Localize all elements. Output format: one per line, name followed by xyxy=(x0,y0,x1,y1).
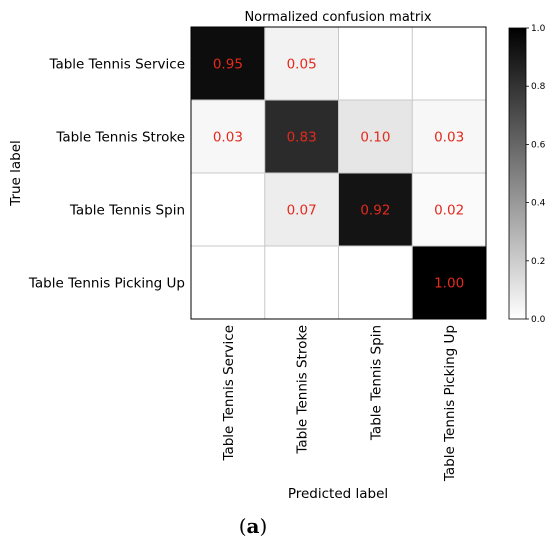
y-axis-label: True label xyxy=(8,140,24,207)
heatmap-cell xyxy=(338,173,413,246)
heatmap-cells xyxy=(191,27,486,319)
colorbar-tick-label: 0.8 xyxy=(531,82,546,92)
colorbar-tick-label: 0.2 xyxy=(531,257,545,267)
x-tick-labels: Table Tennis Service Table Tennis Stroke T… xyxy=(221,325,458,482)
heatmap-cell xyxy=(191,27,265,100)
heatmap-cell xyxy=(338,27,413,100)
y-tick-label: Table Tennis Picking Up xyxy=(28,276,185,292)
y-tick-label: Table Tennis Stroke xyxy=(55,130,185,146)
heatmap-cell xyxy=(412,27,486,100)
heatmap-grid xyxy=(191,27,486,319)
x-tick-label: Table Tennis Stroke xyxy=(295,325,311,455)
colorbar-gradient xyxy=(508,27,527,320)
y-tick-labels: Table Tennis Service Table Tennis Stroke T… xyxy=(28,57,185,292)
x-tick-label: Table Tennis Service xyxy=(221,325,237,462)
heatmap-cell xyxy=(412,173,486,246)
colorbar-tick-label: 0.6 xyxy=(531,140,546,150)
heatmap-cell xyxy=(264,173,339,246)
colorbar-tick-label: 1.0 xyxy=(531,24,546,34)
cell-value-label: 0.92 xyxy=(360,203,390,219)
heatmap-cell xyxy=(264,100,339,173)
y-tick-label: Table Tennis Spin xyxy=(69,203,185,219)
heatmap-cell xyxy=(264,27,339,100)
heatmap-cell xyxy=(338,246,413,319)
cell-value-label: 0.10 xyxy=(360,130,390,146)
plot-frame xyxy=(190,26,487,320)
cell-value-label: 0.03 xyxy=(213,130,243,146)
heatmap-cell-labels: 0.95 0.05 0.03 0.83 0.10 0.03 0.07 0.92 0.02 1.00 xyxy=(213,57,464,292)
cell-value-label: 0.05 xyxy=(287,57,317,73)
colorbar: 0.0 0.2 0.4 0.6 0.8 1.0 xyxy=(508,24,546,325)
heatmap-cell xyxy=(412,246,486,319)
heatmap-cell xyxy=(264,246,339,319)
colorbar-tick-label: 0.0 xyxy=(531,315,546,325)
cell-value-label: 1.00 xyxy=(434,276,464,292)
chart-title: Normalized confusion matrix xyxy=(244,10,431,25)
cell-value-label: 0.07 xyxy=(287,203,317,219)
cell-value-label: 0.83 xyxy=(287,130,317,146)
cell-value-label: 0.02 xyxy=(434,203,464,219)
heatmap-cell xyxy=(191,173,265,246)
colorbar-tick-label: 0.4 xyxy=(531,199,546,209)
figure-caption: (a) xyxy=(239,514,268,538)
cell-value-label: 0.03 xyxy=(434,130,464,146)
heatmap-cell xyxy=(191,100,265,173)
x-tick-label: Table Tennis Spin xyxy=(368,325,384,441)
y-tick-label: Table Tennis Service xyxy=(48,57,185,73)
heatmap-cell xyxy=(191,246,265,319)
x-axis-label: Predicted label xyxy=(288,486,388,502)
heatmap-cell xyxy=(338,100,413,173)
heatmap-cell xyxy=(412,100,486,173)
cell-value-label: 0.95 xyxy=(213,57,243,73)
x-tick-label: Table Tennis Picking Up xyxy=(442,325,458,482)
colorbar-ticks: 0.0 0.2 0.4 0.6 0.8 1.0 xyxy=(526,24,546,325)
